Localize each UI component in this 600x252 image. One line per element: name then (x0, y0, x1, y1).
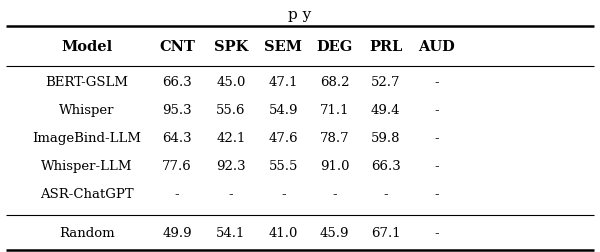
Text: -: - (434, 132, 439, 145)
Text: -: - (281, 188, 286, 201)
Text: p y: p y (289, 8, 311, 22)
Text: -: - (434, 104, 439, 117)
Text: 66.3: 66.3 (162, 76, 192, 89)
Text: -: - (229, 188, 233, 201)
Text: Random: Random (59, 227, 115, 240)
Text: 45.9: 45.9 (320, 227, 350, 240)
Text: ImageBind-LLM: ImageBind-LLM (32, 132, 142, 145)
Text: 64.3: 64.3 (162, 132, 192, 145)
Text: 42.1: 42.1 (217, 132, 245, 145)
Text: 59.8: 59.8 (371, 132, 401, 145)
Text: 49.9: 49.9 (162, 227, 192, 240)
Text: 68.2: 68.2 (320, 76, 350, 89)
Text: PRL: PRL (369, 40, 403, 54)
Text: 54.9: 54.9 (268, 104, 298, 117)
Text: Whisper: Whisper (59, 104, 115, 117)
Text: 91.0: 91.0 (320, 160, 350, 173)
Text: 55.6: 55.6 (216, 104, 246, 117)
Text: Whisper-LLM: Whisper-LLM (41, 160, 133, 173)
Text: Model: Model (61, 40, 113, 54)
Text: AUD: AUD (418, 40, 455, 54)
Text: -: - (434, 76, 439, 89)
Text: 67.1: 67.1 (371, 227, 401, 240)
Text: 55.5: 55.5 (269, 160, 298, 173)
Text: CNT: CNT (159, 40, 195, 54)
Text: SEM: SEM (264, 40, 302, 54)
Text: -: - (434, 160, 439, 173)
Text: 92.3: 92.3 (216, 160, 246, 173)
Text: ASR-ChatGPT: ASR-ChatGPT (40, 188, 134, 201)
Text: -: - (434, 227, 439, 240)
Text: 78.7: 78.7 (320, 132, 350, 145)
Text: 54.1: 54.1 (217, 227, 245, 240)
Text: 71.1: 71.1 (320, 104, 350, 117)
Text: 45.0: 45.0 (217, 76, 245, 89)
Text: 47.6: 47.6 (268, 132, 298, 145)
Text: DEG: DEG (317, 40, 353, 54)
Text: 41.0: 41.0 (269, 227, 298, 240)
Text: -: - (434, 188, 439, 201)
Text: 47.1: 47.1 (268, 76, 298, 89)
Text: BERT-GSLM: BERT-GSLM (46, 76, 128, 89)
Text: -: - (383, 188, 388, 201)
Text: 95.3: 95.3 (162, 104, 192, 117)
Text: 52.7: 52.7 (371, 76, 401, 89)
Text: 77.6: 77.6 (162, 160, 192, 173)
Text: -: - (175, 188, 179, 201)
Text: SPK: SPK (214, 40, 248, 54)
Text: 66.3: 66.3 (371, 160, 401, 173)
Text: 49.4: 49.4 (371, 104, 401, 117)
Text: -: - (332, 188, 337, 201)
